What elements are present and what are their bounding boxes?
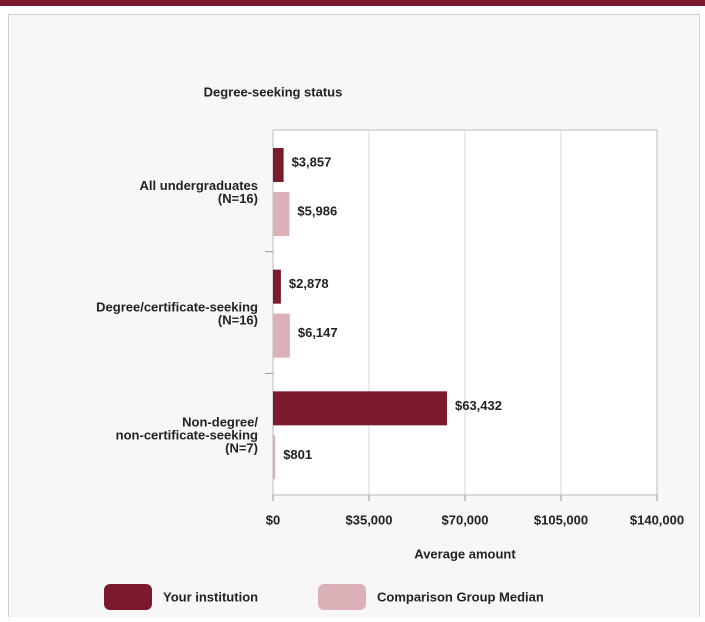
value-label: $63,432 bbox=[455, 398, 502, 413]
legend-label: Your institution bbox=[163, 589, 258, 604]
value-label: $801 bbox=[283, 447, 312, 462]
x-tick-label: $105,000 bbox=[534, 512, 588, 527]
legend-swatch bbox=[104, 584, 152, 610]
x-tick-label: $35,000 bbox=[346, 512, 393, 527]
value-label: $2,878 bbox=[289, 276, 329, 291]
y-tick-label: All undergraduates bbox=[140, 178, 258, 193]
top-bar bbox=[0, 0, 705, 6]
value-label: $5,986 bbox=[297, 203, 337, 218]
x-axis-label: Average amount bbox=[414, 546, 516, 561]
y-tick-label: (N=16) bbox=[218, 191, 258, 206]
y-tick-label: (N=7) bbox=[225, 441, 258, 456]
y-tick-label: Degree/certificate-seeking bbox=[96, 299, 258, 314]
legend-label: Comparison Group Median bbox=[377, 589, 544, 604]
y-tick-label: (N=16) bbox=[218, 312, 258, 327]
bar bbox=[273, 148, 284, 182]
bar bbox=[273, 391, 447, 426]
x-tick-label: $0 bbox=[266, 512, 280, 527]
bar bbox=[273, 192, 290, 236]
chart-title: Degree-seeking status bbox=[204, 84, 343, 99]
value-label: $6,147 bbox=[298, 325, 338, 340]
legend-swatch bbox=[318, 584, 366, 610]
y-tick-label: Non-degree/ bbox=[182, 415, 258, 430]
bar bbox=[273, 435, 276, 480]
value-label: $3,857 bbox=[292, 154, 332, 169]
bar bbox=[273, 269, 281, 304]
x-tick-label: $70,000 bbox=[442, 512, 489, 527]
bar bbox=[273, 313, 290, 358]
y-tick-label: non-certificate-seeking bbox=[116, 428, 258, 443]
x-tick-label: $140,000 bbox=[630, 512, 684, 527]
